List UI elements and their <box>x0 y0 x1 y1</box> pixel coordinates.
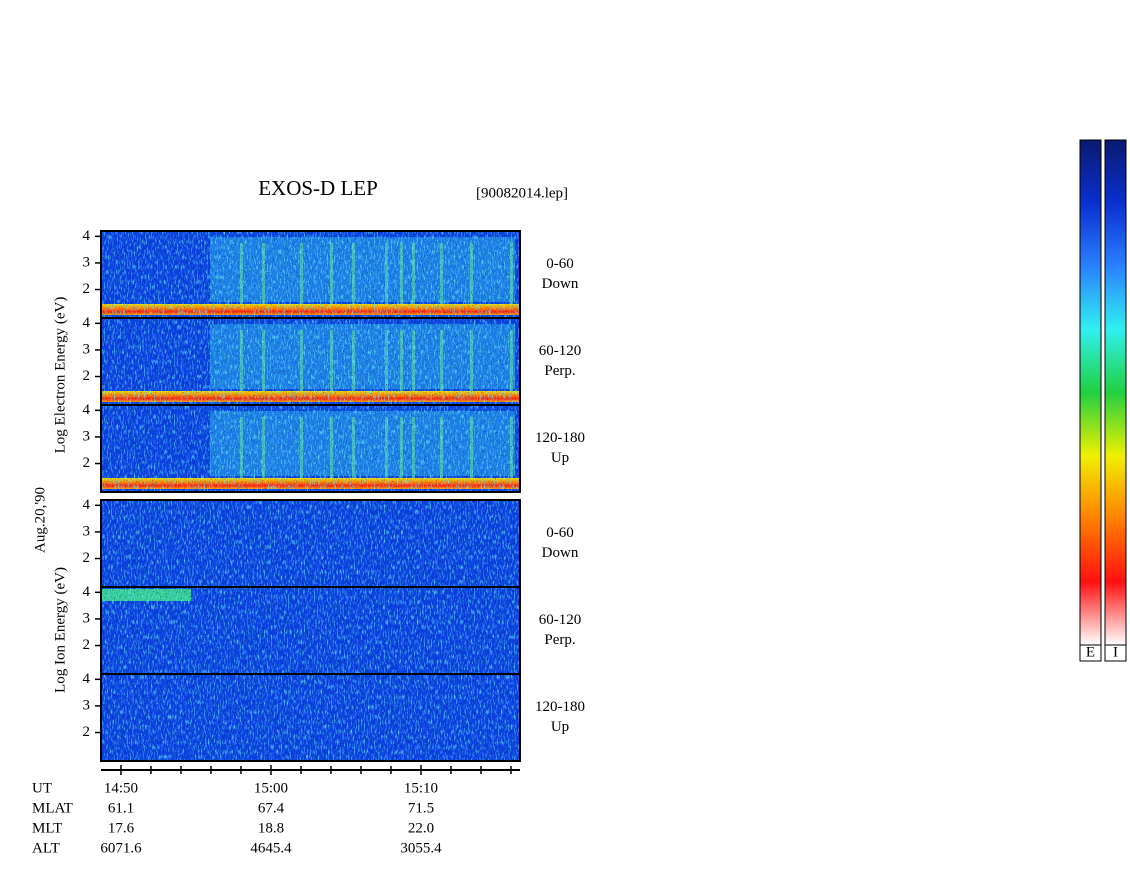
y-tick-label: 4 <box>83 228 91 244</box>
spectrogram-gaps <box>101 405 520 492</box>
panel-frame <box>100 673 521 762</box>
date-label: Aug.20,'90 <box>32 487 48 553</box>
ephemeris-value: 18.8 <box>258 820 284 836</box>
ephemeris-value: 3055.4 <box>400 840 442 856</box>
ephemeris-value: 71.5 <box>408 800 434 816</box>
chart-title: EXOS-D LEP <box>258 176 378 200</box>
panel-range: 120-180 <box>535 699 585 715</box>
y-tick-label: 3 <box>83 341 91 357</box>
y-tick-label: 3 <box>83 610 91 626</box>
colorbar <box>1104 139 1127 646</box>
spectrogram-gaps <box>101 231 520 318</box>
colorbar-label: E <box>1086 644 1095 660</box>
panel-direction: Down <box>542 276 579 292</box>
ephemeris-value: 22.0 <box>408 820 434 836</box>
ephemeris-value: 6071.6 <box>100 840 142 856</box>
y-tick-label: 3 <box>83 428 91 444</box>
ephemeris-value: 67.4 <box>258 800 285 816</box>
panel-range: 60-120 <box>539 612 582 628</box>
colorbar-label-box <box>1104 644 1127 662</box>
panel-range: 0-60 <box>546 525 574 541</box>
ephemeris-name: MLAT <box>32 800 73 816</box>
panel-frame <box>100 404 521 493</box>
y-tick-label: 4 <box>83 584 91 600</box>
ephemeris-value: 17.6 <box>108 820 135 836</box>
x-axis-label: UT <box>32 780 52 796</box>
y-tick-label: 4 <box>83 315 91 331</box>
spectrogram-gaps <box>101 587 520 674</box>
y-tick-label: 4 <box>83 671 91 687</box>
x-tick-label: 14:50 <box>104 780 138 796</box>
panel-direction: Up <box>551 719 569 735</box>
ephemeris-value: 61.1 <box>108 800 134 816</box>
y-tick-label: 2 <box>83 724 91 740</box>
panel-range: 60-120 <box>539 343 582 359</box>
ephemeris-value: 4645.4 <box>250 840 292 856</box>
colorbar-label: I <box>1113 644 1118 660</box>
spectrogram-gaps <box>101 674 520 761</box>
y-axis-label: Log Electron Energy (eV) <box>52 297 68 454</box>
y-tick-label: 2 <box>83 281 91 297</box>
colorbar <box>1079 139 1102 646</box>
y-tick-label: 3 <box>83 523 91 539</box>
panel-direction: Up <box>551 450 569 466</box>
y-tick-label: 2 <box>83 637 91 653</box>
panel-direction: Perp. <box>544 632 575 648</box>
y-tick-label: 3 <box>83 697 91 713</box>
colorbar-label-box <box>1079 644 1102 662</box>
y-tick-label: 3 <box>83 254 91 270</box>
ephemeris-name: MLT <box>32 820 62 836</box>
spectrogram-gaps <box>101 318 520 405</box>
y-tick-label: 2 <box>83 550 91 566</box>
panel-direction: Perp. <box>544 363 575 379</box>
panel-range: 0-60 <box>546 256 574 272</box>
spectrogram-gaps <box>101 500 520 587</box>
panel-range: 120-180 <box>535 430 585 446</box>
x-tick-label: 15:00 <box>254 780 288 796</box>
x-tick-label: 15:10 <box>404 780 438 796</box>
y-tick-label: 2 <box>83 368 91 384</box>
y-tick-label: 2 <box>83 455 91 471</box>
y-tick-label: 4 <box>83 402 91 418</box>
y-axis-label: Log Ion Energy (eV) <box>52 567 68 693</box>
y-tick-label: 4 <box>83 497 91 513</box>
file-label: [90082014.lep] <box>476 185 568 201</box>
panel-direction: Down <box>542 545 579 561</box>
ephemeris-name: ALT <box>32 840 60 856</box>
